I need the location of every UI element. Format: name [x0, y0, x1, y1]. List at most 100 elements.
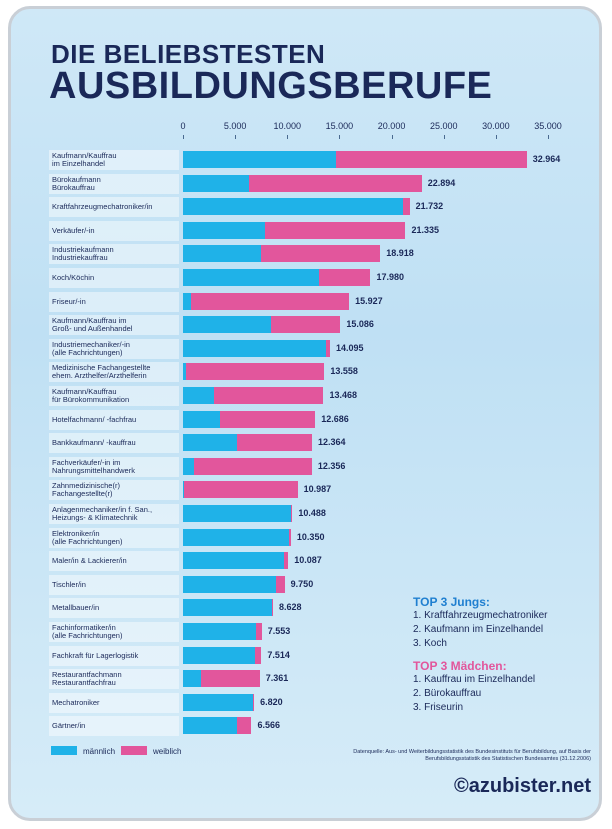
- bar-segment: [183, 528, 290, 546]
- bar-segment: [183, 693, 254, 711]
- bar-segment: [265, 221, 406, 239]
- bar-segment: [214, 387, 324, 404]
- x-tick: [443, 135, 445, 139]
- total-label: 7.553: [267, 626, 291, 636]
- bar-segment: [289, 528, 291, 546]
- bar-segment: [183, 339, 326, 357]
- x-tick-label: 15.000: [325, 121, 354, 131]
- category-label: Hotelfachmann/ -fachfrau: [49, 409, 179, 430]
- x-tick-label: 30.000: [482, 121, 510, 131]
- x-tick-label: 35.000: [534, 121, 562, 131]
- bar-segment: [191, 292, 350, 310]
- total-label: 17.980: [376, 272, 405, 282]
- bar-segment: [183, 434, 238, 452]
- total-label: 12.686: [321, 413, 349, 424]
- total-label: 22.894: [427, 177, 456, 188]
- total-label: 10.350: [296, 531, 325, 542]
- x-tick: [391, 135, 393, 139]
- bar-segment: [184, 481, 298, 499]
- category-label: Industriekaufmann Industriekauffrau: [49, 244, 179, 265]
- category-label: Friseur/-in: [49, 291, 179, 312]
- category-label: Metallbauer/in: [49, 598, 179, 619]
- category-label: Fachinformatiker/in (alle Fachrichtungen…: [49, 622, 179, 642]
- category-label: Kaufmann/Kauffrau für Bürokommunikation: [49, 386, 179, 406]
- x-tick: [495, 135, 497, 139]
- bar-segment: [183, 292, 192, 310]
- x-tick: [183, 135, 184, 139]
- top-item: 3. Friseurin: [413, 702, 464, 713]
- category-label: Kaufmann/Kauffrau im Groß- und Außenhand…: [49, 315, 179, 336]
- bar-segment: [271, 599, 273, 617]
- category-label: Fachkraft für Lagerlogistik: [49, 645, 179, 666]
- total-label: 12.364: [317, 437, 346, 448]
- bar-segment: [183, 174, 249, 192]
- bar-segment: [183, 646, 256, 664]
- category-label: Bankkaufmann/ -kauffrau: [49, 433, 179, 454]
- category-label: Mechatroniker: [49, 692, 179, 713]
- bar-segment: [183, 457, 195, 475]
- bar-segment: [336, 151, 527, 168]
- bar-segment: [183, 363, 187, 381]
- category-label: Zahnmedizinische(r) Fachangestellte(r): [49, 480, 179, 501]
- total-label: 18.918: [386, 248, 414, 259]
- bar-segment: [253, 693, 255, 711]
- total-label: 10.987: [303, 484, 332, 495]
- chart-title: DIE BELIEBSTESTEN: [51, 39, 326, 69]
- top-item: 2. Bürokauffrau: [413, 688, 482, 699]
- bar-segment: [183, 717, 238, 735]
- category-label: Kraftfahrzeugmechatroniker/in: [49, 197, 179, 218]
- total-label: 15.927: [355, 295, 383, 306]
- top-item: 1. Kauffrau im Einzelhandel: [413, 674, 536, 685]
- bar-segment: [270, 316, 341, 334]
- bar-segment: [183, 623, 256, 640]
- top-boys-title: TOP 3 Jungs:: [413, 595, 490, 609]
- total-label: 8.628: [278, 602, 302, 613]
- category-label: Gärtner/in: [49, 716, 179, 737]
- bar-segment: [183, 198, 404, 216]
- total-label: 21.335: [411, 224, 440, 235]
- source: Datenquelle: Aus- und Weiterbildungsstat…: [353, 749, 591, 762]
- total-label: 13.558: [330, 366, 358, 377]
- chart-subtitle: AUSBILDUNGSBERUFE: [49, 65, 493, 107]
- top-item: 2. Kaufmann im Einzelhandel: [413, 624, 544, 635]
- x-tick-label: 25.000: [429, 121, 458, 131]
- bar-segment: [183, 387, 215, 404]
- total-label: 10.488: [298, 508, 326, 518]
- x-tick: [339, 135, 341, 139]
- total-label: 7.361: [265, 673, 289, 684]
- bar-segment: [183, 670, 201, 688]
- bar-segment: [183, 552, 285, 570]
- x-tick-label: 10.000: [273, 121, 302, 131]
- bar-segment: [183, 245, 262, 263]
- category-label: Anlagenmechaniker/in f. San., Heizungs- …: [49, 504, 179, 524]
- card: DIE BELIEBSTESTEN AUSBILDUNGSBERUFE TOP …: [8, 6, 602, 821]
- category-label: Koch/Köchin: [49, 268, 179, 288]
- x-tick-label: 20.000: [377, 121, 406, 131]
- bar-segment: [183, 505, 292, 522]
- bar-segment: [183, 575, 277, 593]
- bar-segment: [291, 505, 293, 522]
- total-label: 7.514: [267, 649, 290, 660]
- category-label: Verkäufer/-in: [49, 220, 179, 241]
- category-label: Medizinische Fachangestellte ehem. Arzth…: [49, 362, 179, 383]
- category-label: Tischler/in: [49, 574, 179, 595]
- bar-segment: [183, 410, 220, 428]
- total-label: 15.086: [346, 319, 374, 330]
- bar-segment: [186, 363, 325, 381]
- top-girls-title: TOP 3 Mädchen:: [413, 659, 507, 673]
- category-label: Industriemechaniker/-in (alle Fachrichtu…: [49, 338, 179, 359]
- bar-segment: [248, 174, 422, 192]
- x-tick: [548, 135, 549, 139]
- bar-segment: [318, 269, 371, 286]
- bar-segment: [183, 599, 272, 617]
- total-label: 6.820: [260, 696, 283, 707]
- bar-segment: [183, 221, 266, 239]
- total-label: 32.964: [532, 154, 561, 164]
- bar-segment: [183, 481, 185, 499]
- category-label: Maler/in & Lackierer/in: [49, 551, 179, 572]
- legend-label: männlich: [83, 747, 116, 756]
- top-item: 3. Koch: [413, 638, 447, 649]
- bar-segment: [183, 269, 319, 286]
- bar-segment: [183, 316, 271, 334]
- top-item: 1. Kraftfahrzeugmechatroniker: [413, 610, 548, 621]
